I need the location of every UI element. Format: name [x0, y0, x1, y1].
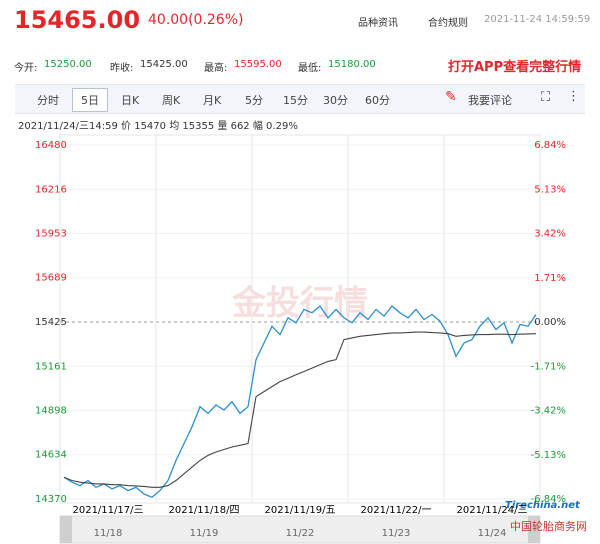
tab-bar: 分时 5日 日K 周K 月K 5分 15分 30分 60分 ✎ 我要评论 ⛶ ⋮ — [15, 84, 585, 114]
y2-tick-label: -6.84% — [531, 494, 566, 505]
stat-label: 最低: — [298, 63, 322, 74]
y2-tick-label: -5.13% — [531, 450, 566, 461]
y-tick-label: 16480 — [35, 140, 67, 151]
y-tick-label: 15689 — [35, 273, 67, 284]
tab[interactable]: 5分 — [245, 94, 263, 107]
change: 40.00(0.26%) — [148, 12, 244, 28]
info-label: 均 — [169, 121, 180, 132]
info-label: 价 — [121, 121, 132, 132]
x-tick-label: 2021/11/19/五 — [264, 505, 335, 516]
y-tick-label: 15425 — [35, 317, 67, 328]
price: 15465.00 — [14, 6, 141, 34]
y2-tick-label: -3.42% — [531, 406, 566, 417]
watermark-site: Tirechina.net — [505, 500, 581, 511]
y2-tick-label: 1.71% — [534, 273, 566, 284]
y-tick-label: 16216 — [35, 184, 67, 195]
navigator-handle — [528, 516, 540, 543]
y2-tick-label: 6.84% — [534, 140, 566, 151]
y-tick-label: 14634 — [35, 450, 67, 461]
info-bar: 2021/11/24/三14:59 价 15470 均 15355 量 662 … — [18, 117, 298, 132]
info-label: 量 — [217, 121, 228, 132]
comment[interactable]: 我要评论 — [468, 94, 512, 107]
price-line — [63, 305, 537, 499]
menu-icon[interactable]: ⋮ — [567, 89, 580, 104]
tab[interactable]: 15分 — [283, 94, 308, 107]
x-tick-label: 2021/11/18/四 — [168, 505, 239, 516]
x-tick-label: 2021/11/22/一 — [360, 505, 431, 516]
tab[interactable]: 月K — [203, 94, 222, 107]
nav-label: 11/19 — [190, 528, 219, 539]
y2-tick-label: -1.71% — [531, 361, 566, 372]
tab[interactable]: 60分 — [365, 94, 390, 107]
info-value: 15355 — [182, 121, 215, 132]
time: 2021-11-24 14:59:59 — [484, 14, 591, 25]
stat-label: 最高: — [204, 63, 228, 74]
nav-label: 11/18 — [94, 528, 123, 539]
tab[interactable]: 日K — [121, 94, 140, 107]
link[interactable]: 品种资讯 — [358, 18, 398, 29]
y-tick-label: 15161 — [35, 361, 67, 372]
x-tick-label: 2021/11/17/三 — [72, 505, 143, 516]
comment-icon[interactable]: ✎ — [445, 89, 457, 105]
y-tick-label: 14898 — [35, 405, 67, 416]
stat-value: 15250.00 — [44, 59, 92, 70]
info-value: 662 — [230, 121, 250, 132]
y2-tick-label: 3.42% — [534, 229, 566, 240]
tab[interactable]: 5日 — [72, 88, 108, 112]
tab[interactable]: 周K — [162, 94, 181, 107]
average-line — [63, 331, 537, 488]
fullscreen-icon[interactable]: ⛶ — [541, 90, 551, 105]
x-tick-label: 2021/11/24/三 — [456, 505, 527, 516]
info-value: 0.29% — [266, 121, 298, 132]
info-time: 2021/11/24/三14:59 — [18, 121, 118, 132]
stat-value: 15425.00 — [140, 59, 188, 70]
y-tick-label: 14370 — [35, 494, 67, 505]
tab[interactable]: 30分 — [323, 94, 348, 107]
y-tick-label: 15953 — [35, 228, 67, 239]
nav-label: 11/24 — [478, 528, 507, 539]
stat-label: 昨收: — [110, 63, 134, 74]
link[interactable]: 合约规则 — [428, 18, 468, 29]
plot-frame — [59, 134, 541, 504]
info-value: 15470 — [134, 121, 167, 132]
nav-label: 11/22 — [286, 528, 315, 539]
y2-tick-label: 0.00% — [534, 317, 566, 328]
y2-tick-label: 5.13% — [534, 184, 566, 195]
stat-label: 今开: — [14, 63, 38, 74]
tab[interactable]: 分时 — [37, 94, 59, 107]
app-link[interactable]: 打开APP查看完整行情 — [448, 60, 582, 75]
navigator-handle — [60, 516, 72, 543]
stat-value: 15595.00 — [234, 59, 282, 70]
nav-label: 11/23 — [382, 528, 411, 539]
watermark-name: 中国轮胎商务网 — [510, 519, 587, 533]
info-label: 幅 — [252, 121, 263, 132]
stat-value: 15180.00 — [328, 59, 376, 70]
